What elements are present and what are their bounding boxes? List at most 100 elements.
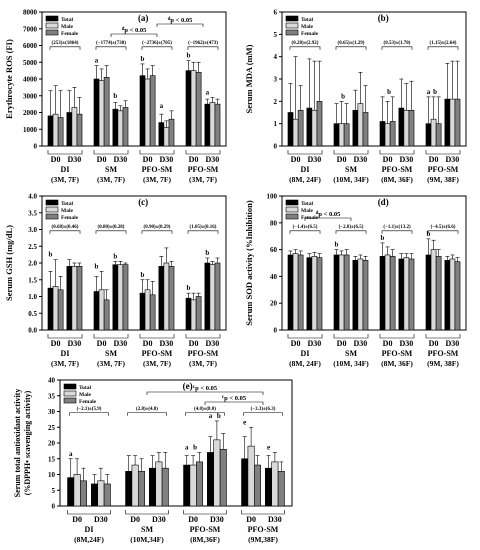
group-sample-size: (8M,24F) bbox=[74, 535, 104, 544]
bar bbox=[168, 118, 175, 147]
bar bbox=[71, 266, 78, 331]
significance-annotation: dp < 0.05 bbox=[156, 17, 204, 27]
group-sample-size: (9M,38F) bbox=[248, 535, 278, 544]
legend-label: Male bbox=[301, 24, 313, 30]
bar bbox=[384, 254, 391, 331]
bar bbox=[97, 480, 105, 507]
bar bbox=[454, 261, 461, 331]
bar bbox=[163, 127, 170, 147]
timepoint-label: D0 bbox=[337, 339, 347, 348]
y-tick-label: 0.5 bbox=[28, 310, 37, 318]
group-sample-size: (3M, 7F) bbox=[189, 359, 217, 368]
group-label: DI bbox=[301, 349, 310, 358]
group-label: SM bbox=[105, 349, 117, 358]
bar bbox=[425, 123, 432, 147]
group-bracket bbox=[287, 150, 323, 155]
timepoint-label: D0 bbox=[143, 155, 153, 164]
change-bracket bbox=[141, 46, 173, 50]
legend-swatch bbox=[285, 206, 299, 213]
bar bbox=[311, 109, 318, 147]
panel-label: (c) bbox=[138, 197, 148, 207]
bar bbox=[389, 255, 396, 331]
change-label: (0.80)±(0.28) bbox=[98, 225, 125, 230]
group-label: SM bbox=[105, 165, 117, 174]
significance-letter: b bbox=[387, 88, 391, 96]
change-bracket bbox=[141, 230, 173, 234]
bar bbox=[93, 78, 100, 147]
group-sample-size: (8M, 36F) bbox=[381, 359, 413, 368]
significance-letter: b bbox=[427, 230, 431, 238]
bar bbox=[158, 266, 165, 331]
significance-annotation: dp < 0.05 bbox=[304, 211, 352, 221]
group-sample-size: (3M, 7F) bbox=[51, 175, 79, 184]
bar bbox=[207, 452, 215, 507]
significance-text: cp < 0.05 bbox=[193, 385, 218, 392]
bar bbox=[430, 249, 437, 331]
bar bbox=[196, 461, 203, 507]
timepoint-label: D30 bbox=[446, 339, 460, 348]
significance-superscript: c bbox=[222, 395, 225, 400]
group-bracket bbox=[185, 334, 221, 339]
change-bracket bbox=[49, 46, 81, 50]
group-sample-size: (3M, 7F) bbox=[51, 359, 79, 368]
change-label: (−1962)±(473) bbox=[188, 41, 218, 46]
y-tick-label: 0.0 bbox=[28, 327, 37, 335]
timepoint-label: D30 bbox=[400, 339, 414, 348]
y-tick-label: 25 bbox=[48, 424, 56, 432]
legend-label: Female bbox=[61, 215, 79, 221]
bar bbox=[292, 118, 299, 147]
change-label: (0.65)±(1.29) bbox=[338, 41, 365, 46]
bar bbox=[122, 264, 129, 331]
change-bracket bbox=[289, 46, 321, 50]
bar bbox=[444, 98, 451, 147]
group-label: PFO-SM bbox=[428, 165, 459, 174]
y-tick-label: 30 bbox=[48, 408, 56, 416]
y-tick-label: 2 bbox=[274, 98, 278, 106]
timepoint-label: D30 bbox=[268, 515, 282, 524]
bar bbox=[333, 123, 340, 147]
legend-swatch bbox=[63, 383, 77, 390]
group-sample-size: (10M,34F) bbox=[130, 535, 164, 544]
bar bbox=[449, 258, 456, 331]
bar bbox=[149, 467, 157, 507]
change-label: (1.15)±(2.64) bbox=[430, 41, 457, 46]
significance-letter: b bbox=[341, 92, 345, 100]
group-bracket bbox=[125, 510, 169, 515]
timepoint-label: D30 bbox=[308, 155, 322, 164]
group-bracket bbox=[93, 150, 129, 155]
group-sample-size: (8M, 24F) bbox=[289, 359, 321, 368]
bar bbox=[241, 458, 249, 507]
bar bbox=[357, 103, 364, 147]
y-tick-label: 0 bbox=[34, 143, 38, 151]
y-tick-label: 4.0 bbox=[28, 193, 37, 201]
group-sample-size: (8M,36F) bbox=[190, 535, 220, 544]
bar bbox=[103, 483, 111, 507]
group-bracket bbox=[185, 150, 221, 155]
y-tick-label: 7000 bbox=[23, 25, 38, 33]
group-label: PFO-SM bbox=[190, 525, 221, 534]
legend-label: Total bbox=[61, 17, 73, 23]
y-tick-label: 80 bbox=[270, 219, 278, 227]
y-tick-label: 20 bbox=[48, 440, 56, 448]
group-bracket bbox=[333, 150, 369, 155]
bar bbox=[297, 109, 304, 147]
change-bracket bbox=[381, 46, 413, 50]
change-bracket bbox=[185, 412, 225, 416]
bar bbox=[352, 109, 359, 147]
bar bbox=[103, 77, 110, 147]
bar bbox=[338, 254, 345, 331]
bar bbox=[362, 112, 369, 147]
timepoint-label: D0 bbox=[291, 155, 301, 164]
bar bbox=[435, 255, 442, 331]
change-label: (−4.5)±(6.6) bbox=[431, 225, 456, 230]
y-axis-label: Serum total antioxidant activity bbox=[13, 389, 22, 498]
significance-letter: a bbox=[427, 88, 431, 96]
timepoint-label: D0 bbox=[383, 339, 393, 348]
bar bbox=[316, 257, 323, 331]
